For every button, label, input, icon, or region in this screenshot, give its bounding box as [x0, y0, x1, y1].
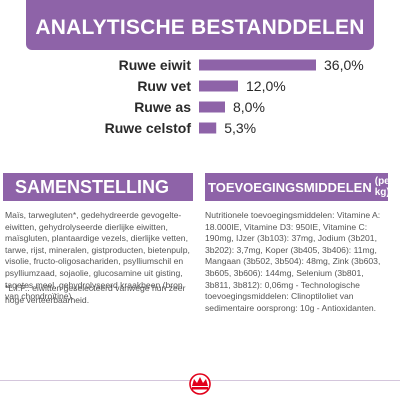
samenstelling-title: SAMENSTELLING: [15, 176, 170, 197]
bar: [199, 80, 238, 92]
toevoeging-title: TOEVOEGINGSMIDDELEN: [208, 179, 372, 195]
bar: [199, 101, 225, 113]
bar-value-label: 5,3%: [224, 120, 256, 136]
nutrient-bar-chart: Ruwe eiwit 36,0% Ruw vet 12,0% Ruwe as 8,0% Ru…: [105, 57, 364, 136]
toevoeging-unit: (per kg): [374, 176, 394, 198]
page-title: ANALYTISCHE BESTANDDELEN: [35, 16, 365, 39]
royal-canin-crown-icon: [189, 373, 211, 395]
lip-footnote: *L.I.P.: eiwitten geselecteerd vanwege h…: [5, 283, 186, 305]
toevoeging-header: TOEVOEGINGSMIDDELEN (per kg): [205, 173, 394, 201]
header-banner: ANALYTISCHE BESTANDDELEN: [26, 0, 374, 50]
bar: [199, 122, 217, 134]
bar-value-label: 8,0%: [233, 99, 265, 115]
samenstelling-header: SAMENSTELLING: [3, 173, 193, 201]
bar-value-label: 36,0%: [324, 57, 364, 73]
samenstelling-text: Maïs, tarwegluten*, gedehydreerde gevoge…: [5, 210, 190, 302]
bar-category-label: Ruwe eiwit: [119, 57, 192, 73]
bar-value-label: 12,0%: [246, 78, 286, 94]
bar-category-label: Ruw vet: [137, 78, 191, 94]
bar-category-label: Ruwe celstof: [105, 120, 192, 136]
toevoeging-text: Nutritionele toevoegingsmiddelen: Vitami…: [205, 210, 381, 313]
bar-category-label: Ruwe as: [134, 99, 191, 115]
bar: [199, 59, 316, 71]
